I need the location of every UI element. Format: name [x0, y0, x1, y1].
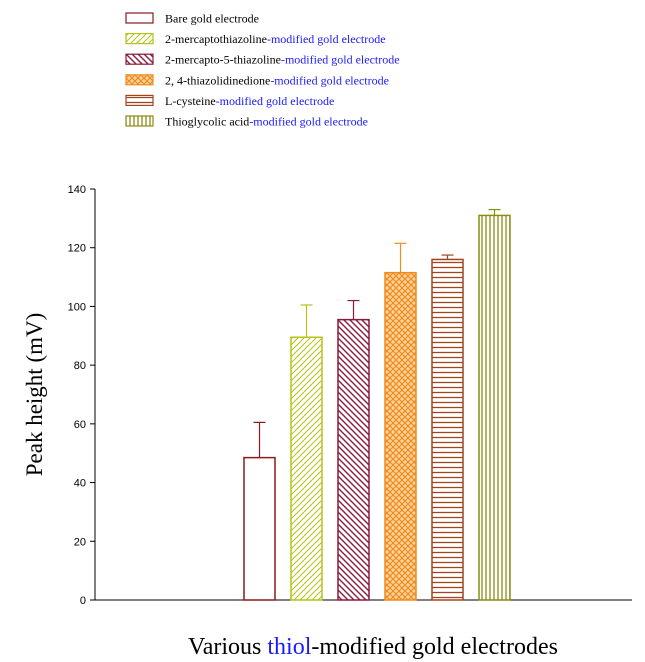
legend-swatch — [125, 32, 154, 45]
y-tick-label: 40 — [74, 478, 86, 490]
bar — [431, 258, 464, 601]
y-tick-label: 140 — [68, 184, 86, 196]
y-tick-label: 60 — [74, 419, 86, 431]
y-tick-label: 20 — [74, 536, 86, 548]
legend-entry: Bare gold electrode — [165, 12, 259, 26]
y-tick-label: 100 — [68, 301, 86, 313]
bar — [384, 271, 417, 601]
legend-swatch — [125, 74, 154, 86]
legend-swatch — [125, 12, 154, 24]
legend-entry: 2-mercaptothiazoline-modified gold elect… — [165, 32, 386, 46]
legend-entry: L-cysteine-modified gold electrode — [165, 94, 334, 108]
legend-entry: 2-mercapto-5-thiazoline-modified gold el… — [165, 53, 400, 67]
bar — [478, 214, 511, 601]
y-tick-label: 80 — [74, 360, 86, 372]
bar — [337, 318, 370, 601]
legend-swatch — [125, 53, 154, 65]
y-tick-label: 120 — [68, 243, 86, 255]
x-axis-label: Various thiol-modified gold electrodes — [188, 634, 558, 660]
legend-swatch — [125, 94, 154, 107]
legend-entry: Thioglycolic acid-modified gold electrod… — [165, 115, 368, 129]
bars — [243, 208, 511, 601]
y-axis-label: Peak height (mV) — [22, 313, 47, 477]
legend: Bare gold electrode 2-mercaptothiazoline-… — [125, 12, 400, 129]
legend-entry: 2, 4-thiazolidinedione-modified gold ele… — [165, 73, 389, 87]
y-tick-label: 0 — [80, 595, 86, 607]
legend-swatch — [125, 115, 154, 127]
bar — [290, 336, 323, 601]
bar — [243, 456, 276, 601]
axes: 0 20 40 60 80 100 120 140 — [68, 184, 632, 607]
